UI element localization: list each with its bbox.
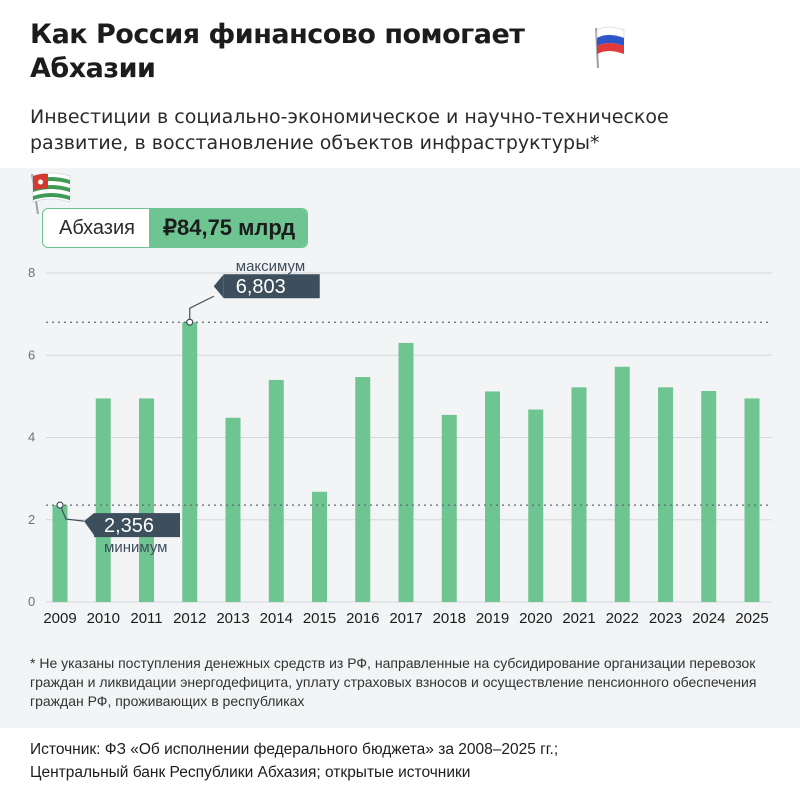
max-marker (186, 318, 194, 326)
min-callout-pointer (84, 513, 94, 536)
x-tick-label: 2013 (216, 610, 249, 627)
x-tick-label: 2009 (43, 610, 76, 627)
bar (701, 391, 717, 602)
total-summary: Абхазия ₽84,75 млрд (42, 208, 309, 248)
bar (182, 322, 198, 602)
min-label: минимум (104, 539, 167, 556)
bar-chart: 0 2 4 6 8 2009 2010 2011 2012 2013 2014 2015 2016 201… (28, 258, 772, 627)
bar (52, 505, 68, 602)
bar (268, 379, 284, 602)
bar (658, 387, 673, 602)
y-tick-label: 8 (28, 265, 35, 280)
max-value-label: 6,803 (236, 276, 286, 298)
page-title: Как Россия финансово помогает Абхазии (30, 19, 525, 84)
abkhazia-flag-icon (31, 172, 71, 215)
bar (225, 417, 241, 602)
x-tick-label: 2025 (735, 610, 768, 627)
x-tick-label: 2021 (562, 610, 595, 627)
x-tick-label: 2017 (389, 610, 422, 627)
x-tick-label: 2011 (130, 610, 162, 627)
bar (139, 398, 154, 602)
bar (528, 409, 544, 602)
bar (355, 377, 371, 602)
y-tick-label: 4 (28, 430, 35, 445)
source-note: Источник: ФЗ «Об исполнении федерального… (30, 738, 770, 784)
min-callout-box (94, 513, 180, 538)
x-tick-label: 2024 (692, 610, 725, 627)
x-tick-label: 2022 (606, 610, 639, 627)
source-line: Источник: ФЗ «Об исполнении федерального… (30, 741, 559, 758)
bar (312, 491, 327, 602)
y-tick-label: 6 (28, 347, 35, 362)
footnote: * Не указаны поступления денежных средст… (30, 655, 757, 709)
bar (485, 391, 500, 602)
x-tick-label: 2010 (87, 610, 120, 627)
max-callout-box (223, 274, 320, 299)
min-value-label: 2,356 (104, 515, 154, 537)
bar (398, 342, 414, 602)
x-tick-label: 2018 (433, 610, 466, 627)
max-connector (189, 295, 215, 323)
min-marker (56, 501, 64, 509)
y-tick-label: 2 (28, 512, 35, 527)
bar (744, 398, 760, 602)
source-line: Центральный банк Республики Абхазия; отк… (30, 764, 471, 781)
bar (441, 414, 457, 602)
total-country-label: Абхазия (59, 216, 135, 239)
max-callout-pointer (213, 274, 224, 299)
x-tick-label: 2019 (476, 610, 509, 627)
max-label: максимум (236, 258, 305, 275)
total-value: ₽84,75 млрд (148, 209, 308, 247)
min-connector (59, 504, 85, 522)
bar (95, 398, 111, 602)
x-tick-label: 2023 (649, 610, 682, 627)
y-tick-label: 0 (28, 594, 35, 609)
russia-flag-icon (595, 26, 625, 69)
x-tick-label: 2015 (303, 610, 336, 627)
x-tick-label: 2014 (260, 610, 293, 627)
bar (614, 366, 630, 602)
x-tick-label: 2012 (173, 610, 206, 627)
x-tick-label: 2020 (519, 610, 552, 627)
x-tick-label: 2016 (346, 610, 379, 627)
chart-subtitle: Инвестиции в социально-экономическое и н… (30, 106, 669, 154)
bar (571, 387, 587, 602)
